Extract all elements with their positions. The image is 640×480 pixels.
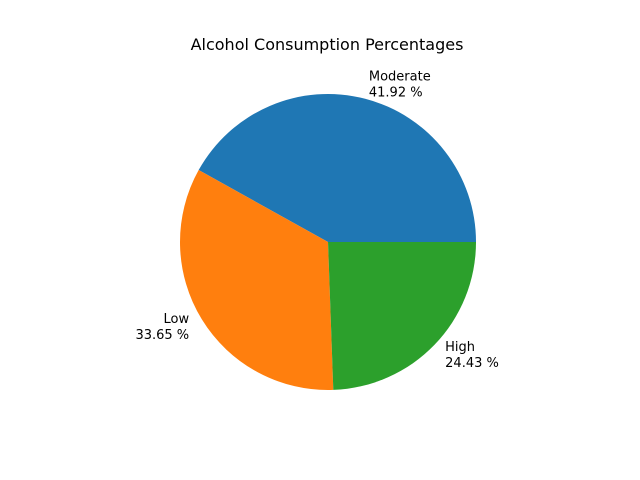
pie-label-moderate: Moderate 41.92 %: [369, 69, 431, 100]
pie-label-name: High: [445, 340, 475, 355]
pie-label-value: 24.43 %: [445, 356, 499, 371]
pie-label-name: Low: [164, 312, 190, 327]
pie-labels: Moderate 41.92 % Low 33.65 % High 24.43 %: [135, 69, 498, 371]
pie-slice-moderate: [198, 94, 477, 243]
pie-slices: [180, 94, 477, 391]
pie-label-name: Moderate: [369, 69, 431, 84]
pie-label-value: 41.92 %: [369, 85, 423, 100]
pie-slice-low: [180, 170, 334, 391]
pie-label-value: 33.65 %: [135, 328, 189, 343]
chart-title: Alcohol Consumption Percentages: [191, 35, 464, 54]
pie-slice-high: [328, 242, 477, 390]
pie-label-low: Low 33.65 %: [135, 312, 189, 343]
pie-label-high: High 24.43 %: [445, 340, 499, 371]
